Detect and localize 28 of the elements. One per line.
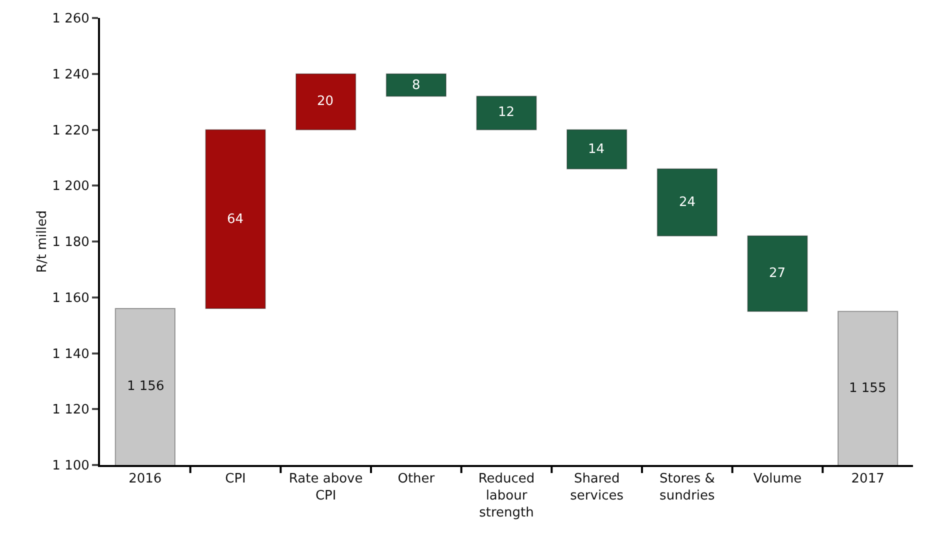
y-tick-label: 1 220: [52, 123, 90, 138]
data-label: 12: [498, 105, 515, 120]
x-tick-label: Shared services: [570, 472, 624, 504]
y-axis-title: R/t milled: [35, 210, 50, 273]
x-tick-label: 2017: [851, 472, 884, 487]
y-tick-label: 1 200: [52, 179, 90, 194]
y-tick-label: 1 240: [52, 67, 90, 82]
data-label: 1 155: [849, 381, 886, 396]
x-tick-label: Reduced labour strength: [478, 472, 535, 520]
y-tick-label: 1 140: [52, 346, 90, 362]
data-label: 24: [679, 195, 696, 210]
data-label: 1 156: [127, 379, 164, 394]
x-tick-label: Stores & sundries: [659, 472, 716, 504]
x-tick-label: Volume: [753, 472, 802, 487]
data-label: 64: [227, 212, 244, 227]
y-tick-label: 1 120: [52, 402, 90, 418]
x-tick-label: Rate above CPI: [288, 472, 363, 504]
y-tick-label: 1 260: [52, 12, 90, 27]
x-tick-label: CPI: [225, 472, 246, 487]
y-tick-label: 1 100: [52, 458, 90, 474]
data-label: 20: [317, 94, 334, 109]
y-tick-label: 1 160: [52, 290, 90, 306]
data-label: 14: [588, 142, 605, 157]
data-label: 27: [769, 266, 786, 281]
x-tick-label: 2016: [128, 472, 162, 487]
x-tick-label: Other: [398, 472, 436, 487]
y-tick-label: 1 180: [52, 235, 90, 250]
data-label: 8: [412, 78, 420, 93]
